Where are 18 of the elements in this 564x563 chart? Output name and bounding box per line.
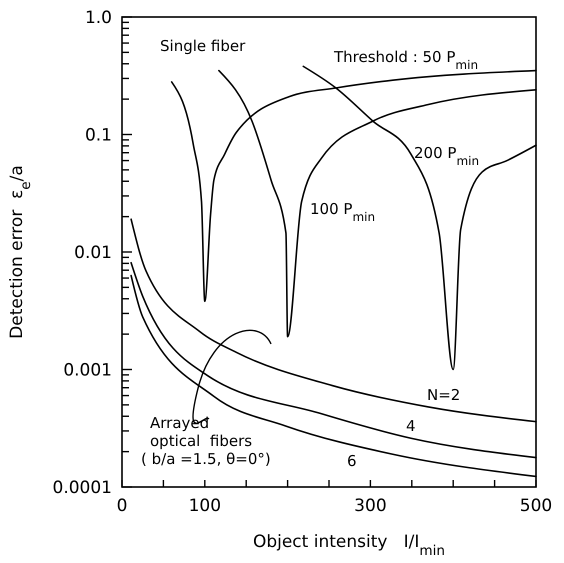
- y-tick-label: 0.001: [63, 360, 112, 380]
- y-tick-label: 1.0: [84, 8, 112, 28]
- y-tick-label: 0.0001: [52, 478, 112, 498]
- x-tick-label: 100: [188, 496, 222, 516]
- annotation: 6: [347, 452, 357, 470]
- annotation: N=2: [427, 386, 460, 404]
- annotation: Arrayed optical fibers ( b/a =1.5, θ=0°): [141, 414, 271, 468]
- annotation: Threshold : 50 P$_{min}$: [333, 48, 478, 72]
- y-tick-label: 0.01: [74, 242, 112, 263]
- annotation: 4: [406, 417, 416, 435]
- annotation: Single fiber: [160, 37, 246, 55]
- x-axis-title: Object intensity I/I$_{min}$: [252, 532, 446, 559]
- x-tick-label: 0: [116, 496, 128, 516]
- annotation: 100 P$_{min}$: [310, 200, 376, 224]
- y-tick-label: 0.1: [84, 125, 112, 146]
- x-tick-label: 500: [520, 496, 552, 516]
- x-tick-label: 300: [354, 496, 387, 516]
- annotation: 200 P$_{min}$: [414, 144, 480, 168]
